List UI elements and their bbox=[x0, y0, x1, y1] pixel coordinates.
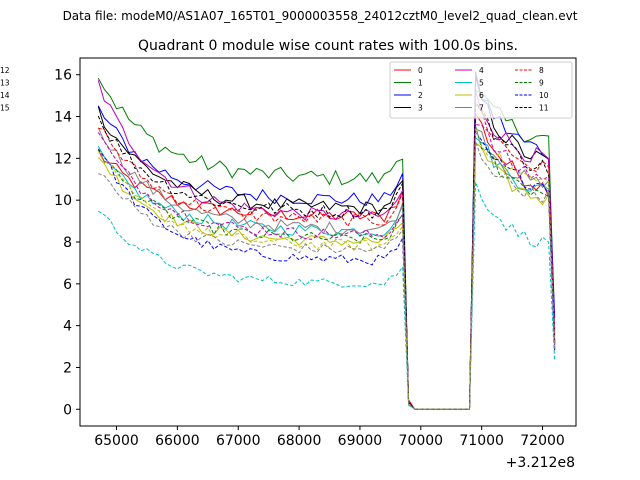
legend-label: 7 bbox=[479, 104, 484, 113]
chart-suptitle: Data file: modeM0/AS1A07_165T01_90000035… bbox=[63, 9, 578, 23]
legend-item-4: 4 bbox=[455, 66, 484, 75]
legend-item-14: 14 bbox=[0, 91, 10, 100]
chart-title: Quadrant 0 module wise count rates with … bbox=[138, 38, 518, 54]
x-tick-label: 68000 bbox=[277, 433, 322, 449]
y-tick-label: 6 bbox=[63, 277, 72, 293]
x-axis-offset-label: +3.212e8 bbox=[506, 455, 575, 471]
x-axis: 65000 66000 67000 68000 69000 70000 71000 72000 bbox=[94, 426, 565, 449]
x-tick-label: 72000 bbox=[520, 433, 565, 449]
legend-label: 3 bbox=[418, 104, 423, 113]
legend-item-5: 5 bbox=[455, 79, 484, 88]
legend-label: 2 bbox=[418, 91, 423, 100]
legend-item-7: 7 bbox=[455, 104, 484, 113]
legend-label: 14 bbox=[0, 91, 10, 100]
legend-item-6: 6 bbox=[455, 91, 484, 100]
legend-item-10: 10 bbox=[515, 91, 549, 100]
legend-label: 0 bbox=[418, 66, 423, 75]
legend-item-9: 9 bbox=[515, 79, 544, 88]
series-line-5 bbox=[97, 136, 556, 410]
legend-label: 9 bbox=[539, 79, 544, 88]
legend-label: 6 bbox=[479, 91, 484, 100]
y-tick-label: 12 bbox=[54, 151, 72, 167]
series-line-7 bbox=[97, 127, 556, 410]
legend-item-15: 15 bbox=[0, 104, 10, 113]
x-tick-label: 69000 bbox=[338, 433, 383, 449]
series-line-12 bbox=[97, 123, 556, 410]
x-tick-label: 71000 bbox=[459, 433, 504, 449]
series-line-15 bbox=[98, 141, 556, 410]
legend-label: 1 bbox=[418, 79, 423, 88]
legend-label: 4 bbox=[479, 66, 484, 75]
legend-label: 15 bbox=[0, 104, 10, 113]
y-tick-label: 16 bbox=[54, 68, 72, 84]
y-tick-label: 10 bbox=[54, 193, 72, 209]
legend-label: 8 bbox=[539, 66, 544, 75]
y-tick-label: 4 bbox=[63, 319, 72, 335]
series-line-6 bbox=[97, 141, 556, 410]
legend-item-11: 11 bbox=[515, 104, 549, 113]
legend-item-8: 8 bbox=[515, 66, 544, 75]
y-tick-label: 0 bbox=[63, 402, 72, 418]
legend-item-1: 1 bbox=[394, 79, 423, 88]
series-line-8 bbox=[98, 103, 556, 410]
legend-item-13: 13 bbox=[0, 79, 10, 88]
series-line-14 bbox=[97, 128, 556, 410]
legend-label: 5 bbox=[479, 79, 484, 88]
series-line-3 bbox=[97, 76, 556, 410]
series-line-10 bbox=[97, 130, 556, 410]
series-line-2 bbox=[97, 71, 556, 410]
x-tick-label: 65000 bbox=[94, 433, 139, 449]
plot-lines bbox=[97, 71, 556, 410]
series-line-1 bbox=[97, 77, 556, 410]
legend-item-3: 3 bbox=[394, 104, 423, 113]
legend-label: 11 bbox=[539, 104, 549, 113]
legend-item-12: 12 bbox=[0, 66, 10, 75]
y-tick-label: 8 bbox=[63, 235, 72, 251]
x-tick-label: 70000 bbox=[399, 433, 444, 449]
x-tick-label: 67000 bbox=[216, 433, 261, 449]
x-tick-label: 66000 bbox=[155, 433, 200, 449]
y-axis: 0 2 4 6 8 10 12 14 16 bbox=[54, 68, 80, 418]
y-tick-label: 14 bbox=[54, 110, 72, 126]
legend-item-0: 0 bbox=[394, 66, 423, 75]
legend-label: 13 bbox=[0, 79, 10, 88]
series-line-13 bbox=[98, 182, 556, 410]
series-line-9 bbox=[97, 126, 556, 410]
legend-label: 10 bbox=[539, 91, 549, 100]
y-tick-label: 2 bbox=[63, 360, 72, 376]
legend-item-2: 2 bbox=[394, 91, 423, 100]
legend-box bbox=[389, 61, 573, 119]
legend-label: 12 bbox=[0, 66, 10, 75]
